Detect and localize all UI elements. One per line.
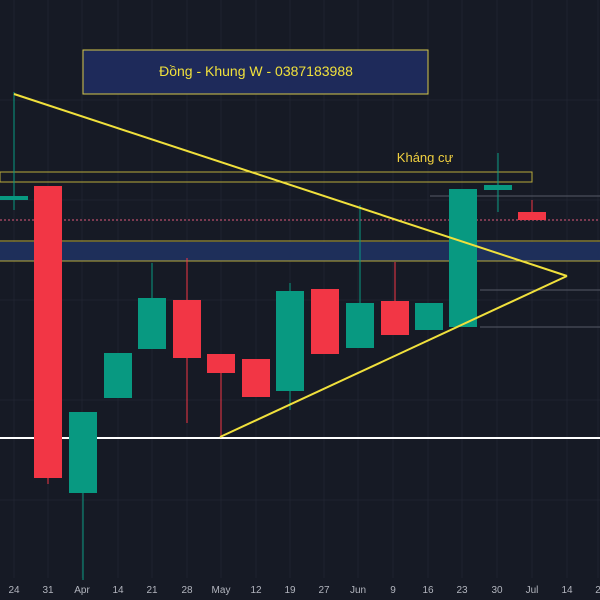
x-tick-label: Jun xyxy=(350,585,366,596)
candle-body xyxy=(69,412,97,493)
x-tick-label: May xyxy=(212,585,231,596)
candle-body xyxy=(484,185,512,190)
x-tick-label: 16 xyxy=(422,585,434,596)
trend-line xyxy=(219,275,568,438)
x-tick-label: 9 xyxy=(390,585,396,596)
candle-body xyxy=(207,354,235,373)
candles xyxy=(0,92,546,580)
annotation: Kháng cự xyxy=(397,150,454,165)
x-tick-label: 27 xyxy=(318,585,330,596)
candle-body xyxy=(518,212,546,220)
candle-body xyxy=(173,300,201,358)
candle-body xyxy=(104,353,132,398)
x-tick-label: 24 xyxy=(8,585,20,596)
x-tick-label: 31 xyxy=(42,585,54,596)
candle-body xyxy=(346,303,374,348)
x-tick-label: 14 xyxy=(561,585,573,596)
title: Đồng - Khung W - 0387183988 xyxy=(159,63,353,79)
x-tick-label: Apr xyxy=(74,585,90,596)
candle-body xyxy=(242,359,270,397)
x-tick-label: 30 xyxy=(491,585,503,596)
resistance-zone xyxy=(0,171,533,183)
candle-body xyxy=(381,301,409,335)
candle-body xyxy=(138,298,166,349)
candle-body xyxy=(34,186,62,478)
x-tick-label: Jul xyxy=(526,585,539,596)
x-tick-label: 23 xyxy=(456,585,468,596)
x-tick-label: 28 xyxy=(181,585,193,596)
x-tick-label: 19 xyxy=(284,585,296,596)
x-tick-label: 21 xyxy=(146,585,158,596)
trend-line xyxy=(13,93,568,277)
candle-body xyxy=(449,189,477,327)
candle-body xyxy=(0,196,28,200)
candle-body xyxy=(311,289,339,354)
x-tick-label: 12 xyxy=(250,585,262,596)
x-axis: 24 31 Apr 14 21 28 May 12 19 27 Jun 9 16 23 30 Jul 14 2 xyxy=(8,585,600,596)
title-box xyxy=(82,49,429,95)
x-tick-label: 2 xyxy=(595,585,600,596)
x-tick-label: 14 xyxy=(112,585,124,596)
candle-body xyxy=(276,291,304,391)
candle-body xyxy=(415,303,443,330)
